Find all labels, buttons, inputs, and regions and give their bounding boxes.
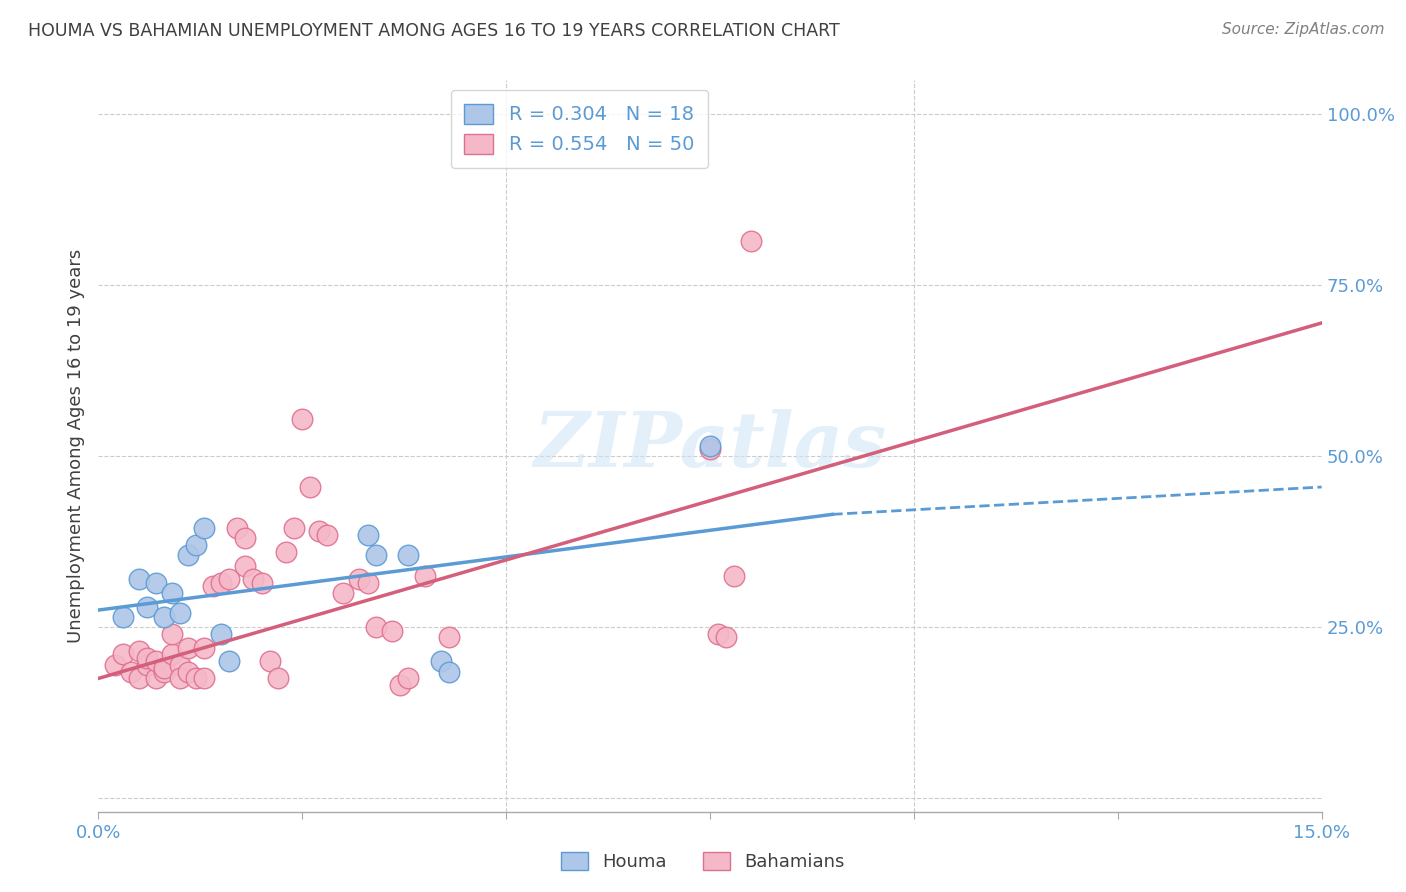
Point (242, 572, 264, 586)
Point (707, 627, 730, 641)
Point (699, 442, 721, 457)
Point (128, 644, 150, 658)
Point (177, 640, 200, 655)
Point (218, 572, 240, 586)
Point (128, 572, 150, 586)
Point (226, 521, 249, 535)
Point (274, 545, 297, 559)
Point (193, 640, 215, 655)
Point (120, 665, 142, 679)
Point (169, 607, 191, 621)
Legend: Houma, Bahamians: Houma, Bahamians (554, 845, 852, 879)
Point (152, 665, 174, 679)
Point (283, 521, 305, 535)
Point (111, 648, 134, 662)
Point (218, 654, 240, 668)
Point (413, 569, 436, 583)
Point (389, 678, 412, 692)
Point (152, 610, 174, 624)
Point (160, 627, 183, 641)
Point (430, 654, 453, 668)
Point (201, 579, 224, 593)
Text: HOUMA VS BAHAMIAN UNEMPLOYMENT AMONG AGES 16 TO 19 YEARS CORRELATION CHART: HOUMA VS BAHAMIAN UNEMPLOYMENT AMONG AGE… (28, 22, 839, 40)
Point (356, 528, 378, 542)
Point (177, 549, 200, 563)
Point (250, 575, 273, 590)
Point (152, 661, 174, 675)
Point (364, 549, 387, 563)
Point (145, 654, 167, 668)
Point (299, 480, 322, 494)
Point (169, 657, 191, 672)
Point (699, 439, 721, 453)
Point (193, 672, 215, 686)
Point (381, 624, 404, 638)
Point (136, 657, 159, 672)
Point (332, 586, 354, 600)
Point (259, 654, 281, 668)
Legend: R = 0.304   N = 18, R = 0.554   N = 50: R = 0.304 N = 18, R = 0.554 N = 50 (451, 90, 709, 168)
Text: ZIPatlas: ZIPatlas (533, 409, 887, 483)
Point (145, 575, 167, 590)
Point (437, 631, 460, 645)
Point (716, 631, 738, 645)
Point (128, 672, 150, 686)
Point (740, 234, 762, 248)
Point (308, 524, 330, 539)
Point (136, 651, 159, 665)
Point (186, 672, 208, 686)
Point (723, 569, 745, 583)
Point (233, 531, 256, 545)
Point (169, 672, 191, 686)
Point (315, 528, 337, 542)
Point (267, 672, 290, 686)
Point (160, 648, 183, 662)
Point (209, 575, 232, 590)
Point (136, 599, 159, 614)
Y-axis label: Unemployment Among Ages 16 to 19 years: Unemployment Among Ages 16 to 19 years (66, 249, 84, 643)
Point (145, 672, 167, 686)
Point (396, 672, 419, 686)
Point (193, 521, 215, 535)
Point (349, 572, 371, 586)
Point (356, 575, 378, 590)
Point (160, 586, 183, 600)
Point (104, 657, 127, 672)
Point (396, 549, 419, 563)
Text: Source: ZipAtlas.com: Source: ZipAtlas.com (1222, 22, 1385, 37)
Point (291, 411, 314, 425)
Point (209, 627, 232, 641)
Point (437, 665, 460, 679)
Point (186, 538, 208, 552)
Point (111, 610, 134, 624)
Point (177, 665, 200, 679)
Point (233, 558, 256, 573)
Point (364, 620, 387, 634)
